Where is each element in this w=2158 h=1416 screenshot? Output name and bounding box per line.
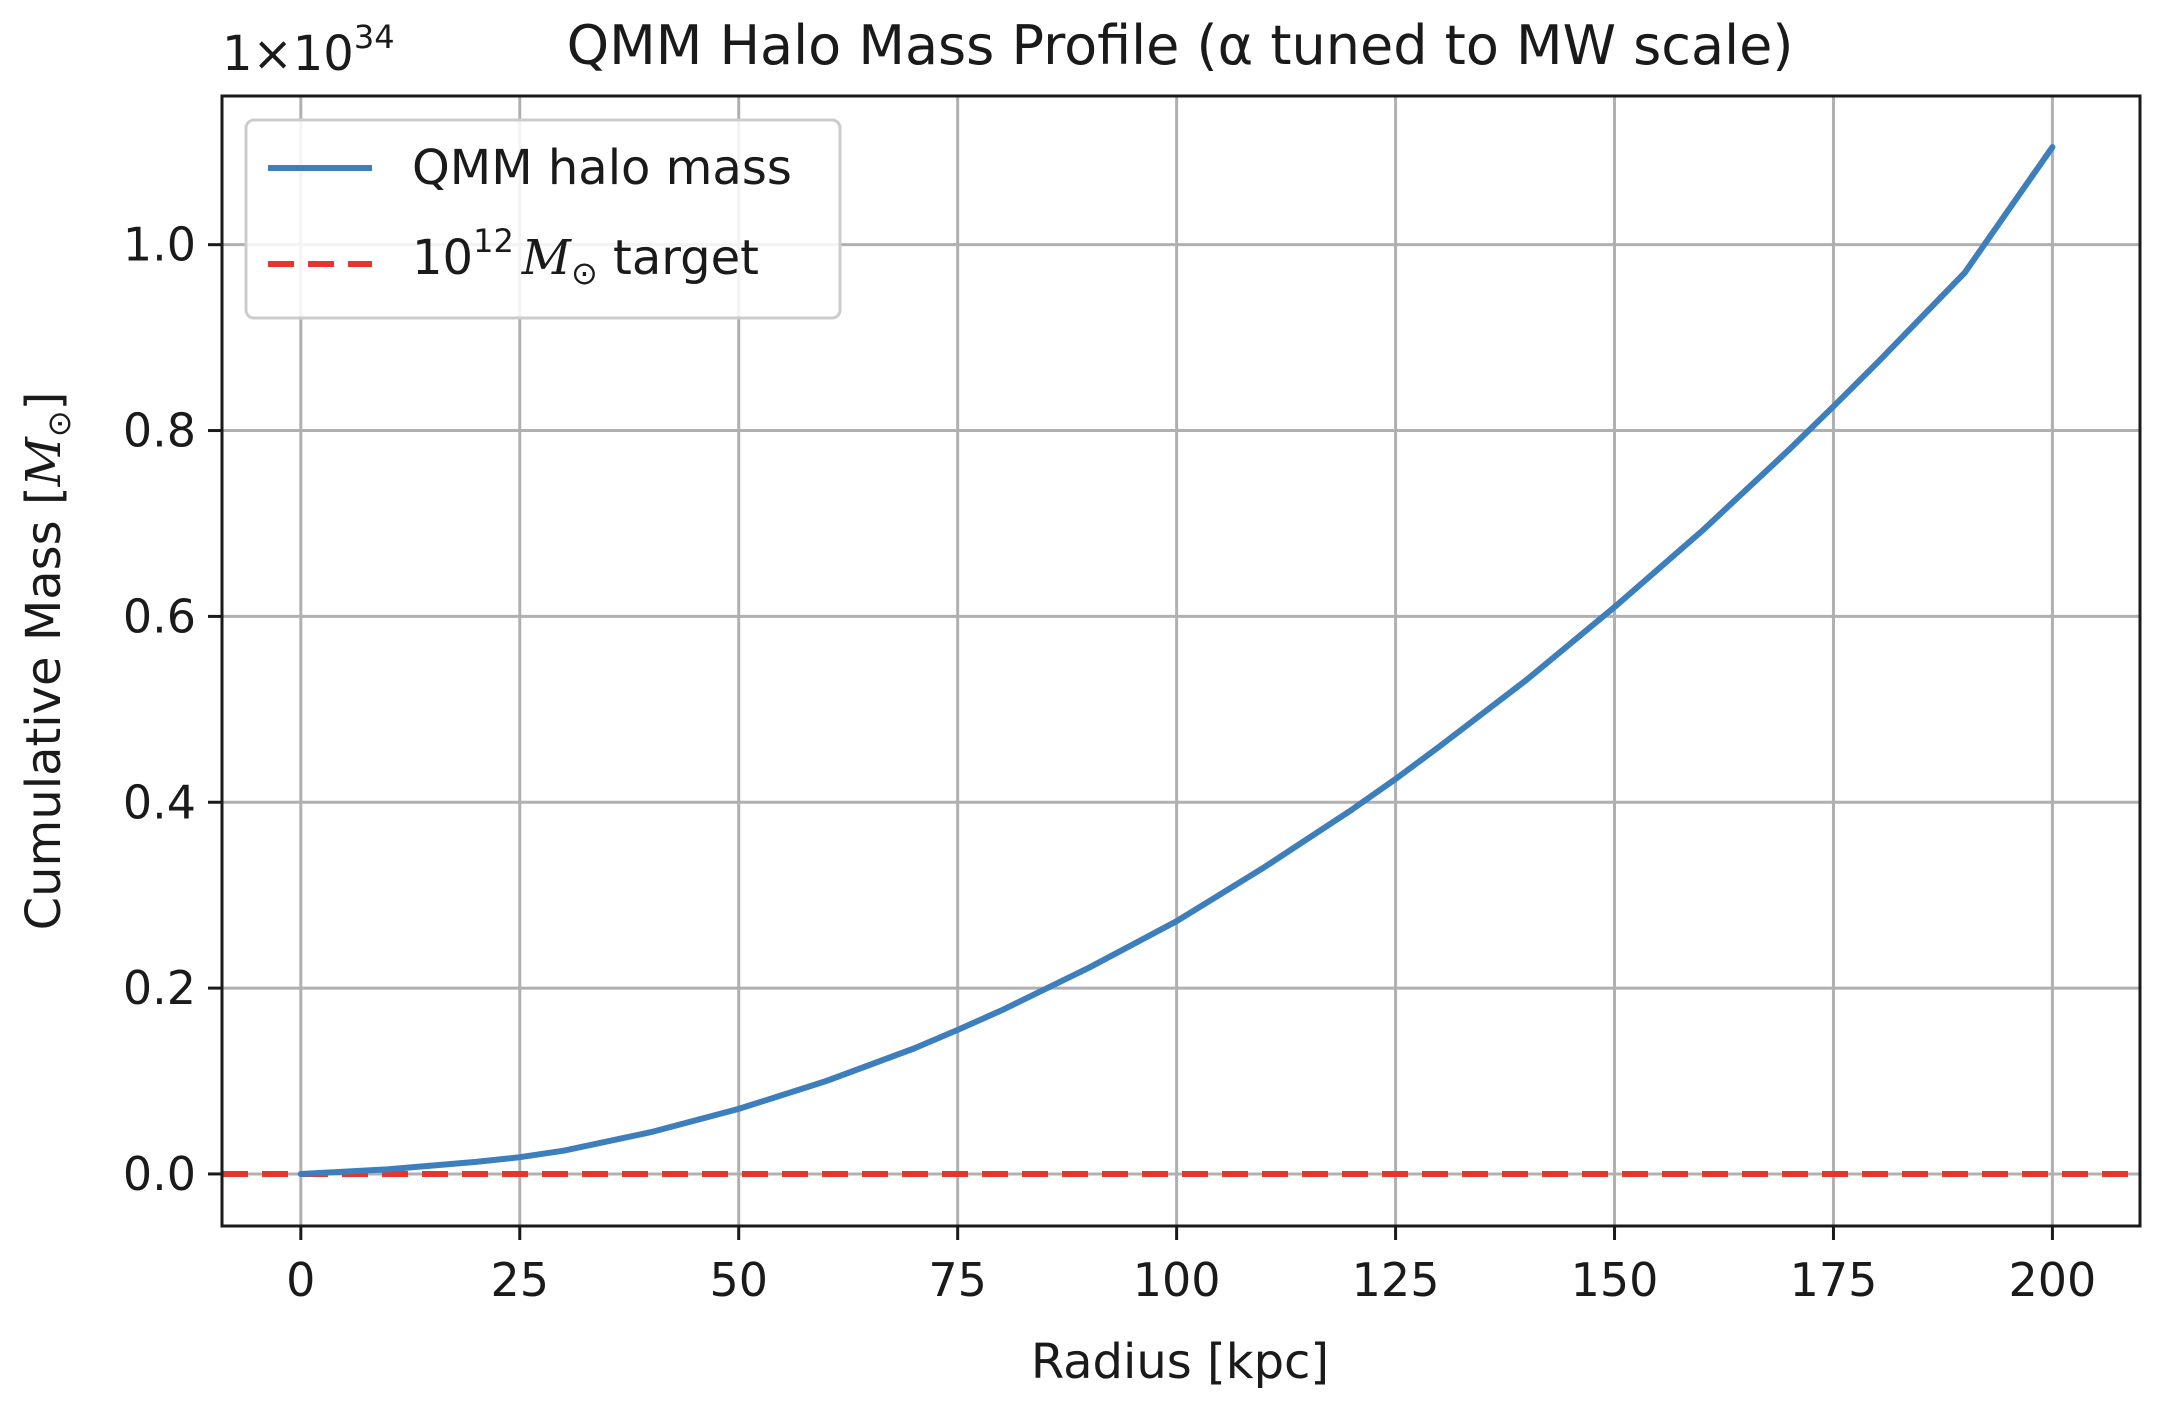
x-tick-label: 75 [928, 1253, 987, 1307]
offset-base: 1×10 [222, 26, 354, 82]
x-tick-label: 150 [1571, 1253, 1659, 1307]
x-axis-label: Radius [kpc] [1031, 1334, 1329, 1390]
plot-frame [220, 94, 2142, 1228]
x-tick-label: 175 [1790, 1253, 1878, 1307]
x-tick-label: 125 [1352, 1253, 1440, 1307]
x-tick-label: 25 [490, 1253, 549, 1307]
y-axis-label-close: ] [16, 392, 72, 411]
legend-target-symbol: M [521, 230, 573, 286]
x-axis-ticks: 0 25 50 75 100 125 150 175 200 [286, 1226, 2096, 1307]
halo-mass-line [297, 144, 2056, 1177]
y-tick-label: 1.0 [123, 218, 196, 272]
legend-label-target: 1012 M⊙ target [412, 222, 759, 292]
x-tick-label: 50 [709, 1253, 768, 1307]
x-tick-label: 100 [1133, 1253, 1221, 1307]
y-axis-label-symbol: M [16, 435, 72, 487]
chart-title: QMM Halo Mass Profile (α tuned to MW sca… [567, 14, 1794, 77]
legend-label-halo-mass: QMM halo mass [412, 140, 792, 196]
legend-box [244, 118, 842, 320]
y-tick-label: 0.4 [123, 775, 196, 829]
y-axis-label: Cumulative Mass [M⊙] [16, 392, 78, 931]
legend-target-sub: ⊙ [571, 254, 598, 292]
y-axis-label-text: Cumulative Mass [ [16, 486, 72, 930]
offset-text: 1×1034 [222, 18, 395, 82]
y-tick-label: 0.0 [123, 1147, 196, 1201]
y-axis-ticks: 0.0 0.2 0.4 0.6 0.8 1.0 [123, 218, 222, 1201]
x-tick-label: 200 [2009, 1253, 2097, 1307]
y-tick-label: 0.2 [123, 961, 196, 1015]
y-axis-label-sub: ⊙ [40, 410, 78, 437]
legend-target-exponent: 12 [473, 222, 514, 260]
legend: QMM halo mass 1012 M⊙ target [244, 118, 842, 320]
x-tick-label: 0 [286, 1253, 315, 1307]
legend-target-base: 10 [412, 230, 473, 286]
y-tick-label: 0.6 [123, 589, 196, 643]
offset-exponent: 34 [354, 18, 395, 56]
legend-target-suffix: target [598, 230, 759, 286]
y-tick-label: 0.8 [123, 404, 196, 458]
